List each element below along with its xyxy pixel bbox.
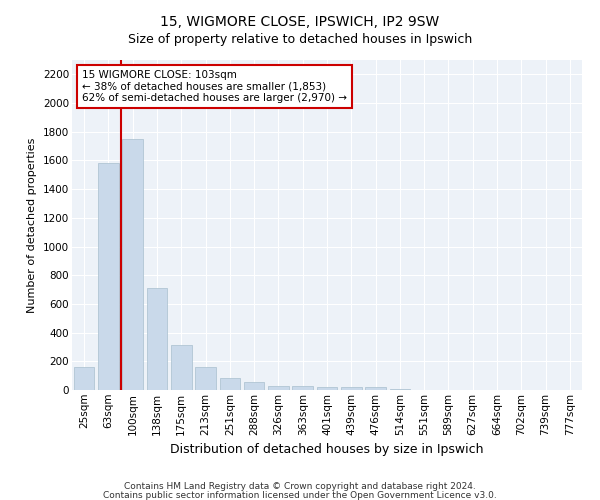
Bar (122, 139, 143, 390)
X-axis label: Distribution of detached houses by size in Ipswich: Distribution of detached houses by size … (170, 443, 484, 456)
Text: Contains public sector information licensed under the Open Government Licence v3: Contains public sector information licen… (103, 490, 497, 500)
Bar (292, 386, 313, 390)
Bar (98, 162, 119, 390)
Bar (171, 345, 191, 390)
Y-axis label: Number of detached properties: Number of detached properties (28, 138, 37, 312)
Bar (195, 367, 216, 390)
Text: Size of property relative to detached houses in Ipswich: Size of property relative to detached ho… (128, 32, 472, 46)
Bar (244, 382, 265, 390)
Text: 15 WIGMORE CLOSE: 103sqm
← 38% of detached houses are smaller (1,853)
62% of sem: 15 WIGMORE CLOSE: 103sqm ← 38% of detach… (82, 70, 347, 103)
Bar (365, 387, 386, 390)
Bar (220, 378, 240, 390)
Bar (268, 386, 289, 390)
Text: Contains HM Land Registry data © Crown copyright and database right 2024.: Contains HM Land Registry data © Crown c… (124, 482, 476, 491)
Bar (317, 387, 337, 390)
Text: 15, WIGMORE CLOSE, IPSWICH, IP2 9SW: 15, WIGMORE CLOSE, IPSWICH, IP2 9SW (160, 15, 440, 29)
Bar (74, 367, 94, 390)
Bar (341, 387, 362, 390)
Bar (146, 288, 167, 390)
